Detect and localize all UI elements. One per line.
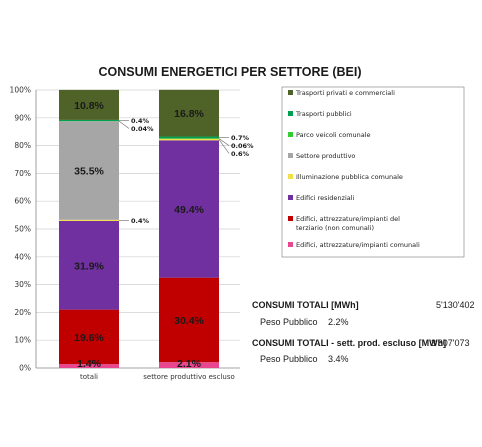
bar-segment <box>159 277 219 363</box>
legend-swatch <box>288 242 293 247</box>
bar-segment <box>59 309 119 365</box>
bar-segment <box>59 121 119 220</box>
bars <box>59 89 219 368</box>
y-tick-label: 60% <box>14 197 31 206</box>
legend-swatch <box>288 132 293 137</box>
peso-pubblico-value-1: 2.2% <box>328 317 349 327</box>
data-label: 31.9% <box>74 260 104 272</box>
legend: Trasporti privati e commerciali Trasporti… <box>281 86 465 258</box>
x-tick-label: settore produttivo escluso <box>143 373 235 381</box>
data-label: 30.4% <box>174 315 204 327</box>
data-label: 0.7% <box>231 134 250 142</box>
legend-label: terziario (non comunali) <box>296 224 374 232</box>
x-tick-label: totali <box>80 373 98 381</box>
y-tick-label: 70% <box>14 169 31 178</box>
bar-segment <box>59 89 119 120</box>
callout-leader <box>218 138 230 146</box>
y-tick-label: 80% <box>14 141 31 150</box>
data-label: 35.5% <box>74 165 104 177</box>
legend-label: Trasporti privati e commerciali <box>295 89 395 97</box>
consumi-sett-value: 3'307'073 <box>431 338 470 348</box>
chart-title: CONSUMI ENERGETICI PER SETTORE (BEI) <box>99 65 362 79</box>
y-tick-label: 20% <box>14 308 31 317</box>
bar-segment <box>59 220 119 310</box>
legend-swatch <box>288 216 293 221</box>
y-tick-label: 0% <box>19 364 31 373</box>
y-tick-label: 10% <box>14 336 31 345</box>
legend-label: Trasporti pubblici <box>295 110 352 118</box>
legend-box <box>281 86 465 258</box>
axes: 0% 10% 20% 30% 40% 50% 60% 70% 80% 90% 100% totali s… <box>10 86 240 381</box>
y-tick-label: 40% <box>14 252 31 261</box>
legend-label: Edifici, attrezzature/impianti del <box>296 215 400 223</box>
callout-leader <box>118 120 130 129</box>
y-tick-label: 50% <box>14 225 31 234</box>
legend-swatch <box>288 90 293 95</box>
legend-swatch <box>288 174 293 179</box>
legend-label: Settore produttivo <box>296 152 355 160</box>
y-tick-label: 100% <box>10 86 31 95</box>
peso-pubblico-label-2: Peso Pubblico <box>260 354 318 364</box>
bar-segment <box>159 138 219 141</box>
peso-pubblico-label-1: Peso Pubblico <box>260 317 318 327</box>
data-label: 0.06% <box>231 142 254 150</box>
data-label: 10.8% <box>74 100 104 112</box>
data-label: 49.4% <box>174 204 204 216</box>
data-label: 0.6% <box>231 150 250 158</box>
legend-label: Illuminazione pubblica comunale <box>296 173 403 181</box>
consumi-totali-value: 5'130'402 <box>436 300 475 310</box>
y-tick-label: 30% <box>14 280 31 289</box>
data-label: 1.4% <box>77 358 102 370</box>
legend-label: Parco veicoli comunale <box>296 131 371 139</box>
data-label: 2.1% <box>177 358 202 370</box>
data-label: 0.4% <box>131 117 150 125</box>
data-label: 19.6% <box>74 332 104 344</box>
bar-segment <box>159 140 219 278</box>
legend-label: Edifici, attrezzature/impianti comunali <box>296 241 420 249</box>
data-label: 0.04% <box>131 125 154 133</box>
bar-segment <box>59 219 119 221</box>
legend-swatch <box>288 195 293 200</box>
consumi-sett-label: CONSUMI TOTALI - sett. prod. escluso [MW… <box>252 338 447 348</box>
bar-segment <box>159 89 219 137</box>
legend-swatch <box>288 153 293 158</box>
data-labels: 1.4%19.6%31.9%35.5%10.8%0.4%0.04%0.4%2.1… <box>74 100 254 370</box>
bar-segment <box>59 119 119 122</box>
peso-pubblico-value-2: 3.4% <box>328 354 349 364</box>
bar-segment <box>159 136 219 139</box>
data-label: 16.8% <box>174 108 204 120</box>
bar-segment <box>59 364 119 368</box>
y-tick-label: 90% <box>14 113 31 122</box>
callout-leader <box>218 139 230 154</box>
consumi-totali-label: CONSUMI TOTALI [MWh] <box>252 300 359 310</box>
data-label: 0.4% <box>131 217 150 225</box>
bar-segment <box>159 362 219 368</box>
legend-label: Edifici residenziali <box>296 194 355 202</box>
legend-swatch <box>288 111 293 116</box>
